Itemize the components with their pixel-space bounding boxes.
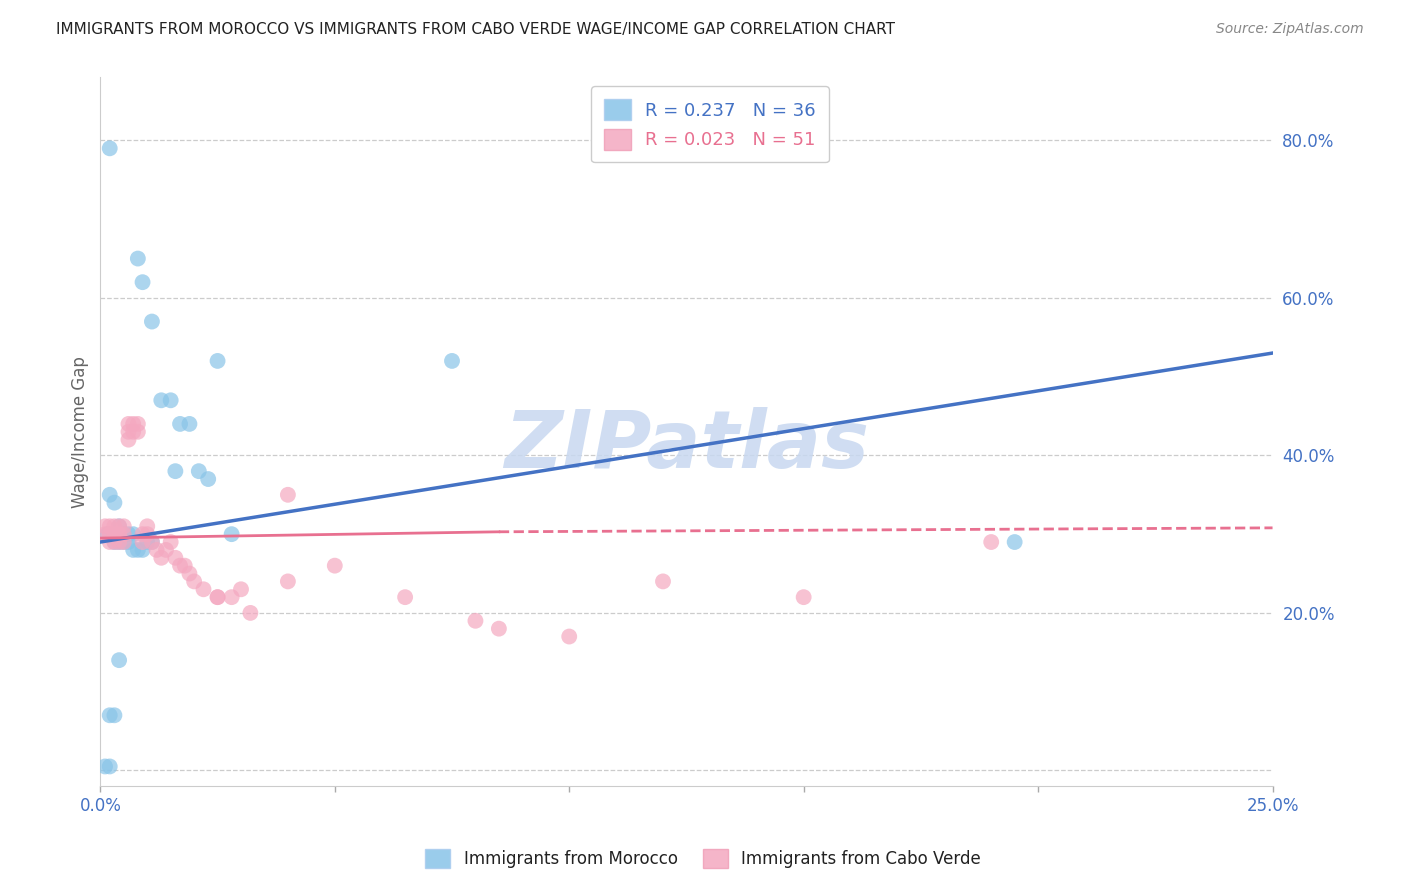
Point [122,425,145,439]
Point [221,527,243,541]
Point [108,653,131,667]
Point [103,519,125,533]
Point [98,488,121,502]
Point [108,535,131,549]
Point [488,622,510,636]
Point [136,527,159,541]
Point [558,630,581,644]
Point [103,535,125,549]
Point [165,464,187,478]
Point [127,252,149,266]
Point [112,527,135,541]
Point [1004,535,1026,549]
Point [173,558,195,573]
Point [207,590,229,604]
Point [150,550,173,565]
Point [117,417,139,431]
Point [277,574,299,589]
Point [207,354,229,368]
Text: Source: ZipAtlas.com: Source: ZipAtlas.com [1216,22,1364,37]
Point [98,708,121,723]
Point [193,582,215,597]
Point [94,519,117,533]
Point [98,759,121,773]
Point [98,527,121,541]
Point [141,535,163,549]
Point [108,527,131,541]
Point [165,550,187,565]
Point [117,527,139,541]
Point [98,535,121,549]
Point [207,590,229,604]
Point [150,393,173,408]
Point [136,535,159,549]
Point [122,542,145,557]
Point [652,574,675,589]
Point [141,535,163,549]
Point [179,566,201,581]
Point [108,519,131,533]
Point [117,535,139,549]
Point [94,527,117,541]
Point [229,582,252,597]
Point [112,527,135,541]
Point [108,535,131,549]
Point [112,535,135,549]
Point [179,417,201,431]
Point [159,535,181,549]
Point [98,141,121,155]
Point [103,496,125,510]
Point [98,519,121,533]
Point [131,542,153,557]
Point [440,354,463,368]
Point [145,542,167,557]
Point [155,542,177,557]
Point [169,558,191,573]
Point [103,708,125,723]
Point [239,606,262,620]
Point [221,590,243,604]
Point [464,614,486,628]
Point [103,527,125,541]
Point [112,535,135,549]
Point [323,558,346,573]
Point [122,417,145,431]
Point [141,314,163,328]
Point [127,542,149,557]
Text: ZIPatlas: ZIPatlas [503,407,869,485]
Point [127,417,149,431]
Point [197,472,219,486]
Point [131,527,153,541]
Point [131,535,153,549]
Point [159,393,181,408]
Y-axis label: Wage/Income Gap: Wage/Income Gap [72,356,89,508]
Point [127,425,149,439]
Point [131,275,153,289]
Point [980,535,1002,549]
Point [793,590,815,604]
Point [394,590,416,604]
Point [136,519,159,533]
Point [96,527,118,541]
Point [183,574,205,589]
Point [187,464,209,478]
Legend: R = 0.237   N = 36, R = 0.023   N = 51: R = 0.237 N = 36, R = 0.023 N = 51 [591,87,828,162]
Point [112,519,135,533]
Point [103,535,125,549]
Point [94,759,117,773]
Point [117,425,139,439]
Point [108,519,131,533]
Point [117,433,139,447]
Legend: Immigrants from Morocco, Immigrants from Cabo Verde: Immigrants from Morocco, Immigrants from… [419,843,987,875]
Point [122,527,145,541]
Text: IMMIGRANTS FROM MOROCCO VS IMMIGRANTS FROM CABO VERDE WAGE/INCOME GAP CORRELATIO: IMMIGRANTS FROM MOROCCO VS IMMIGRANTS FR… [56,22,896,37]
Point [277,488,299,502]
Point [169,417,191,431]
